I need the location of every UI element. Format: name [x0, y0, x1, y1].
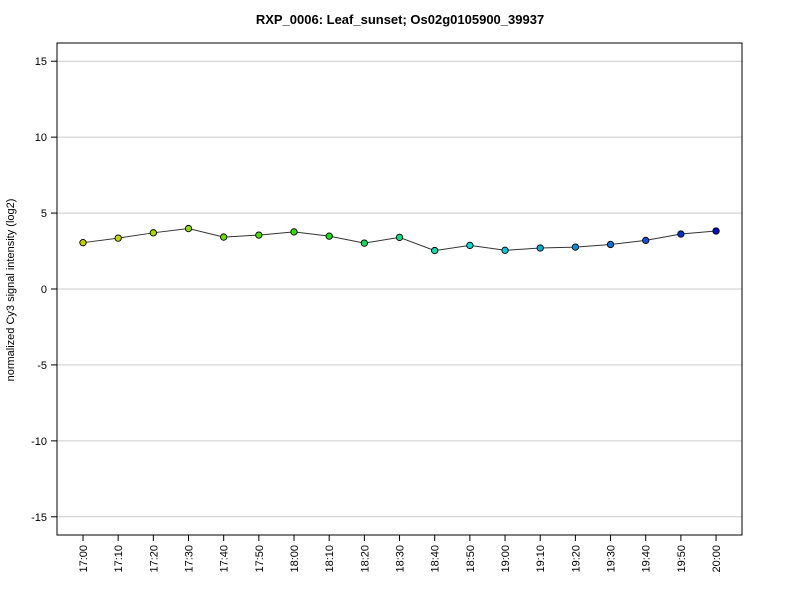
- data-point: [360, 239, 369, 247]
- y-tick-label: 0: [41, 284, 47, 296]
- x-tick-label: 17:10: [113, 545, 125, 573]
- x-tick-label: 19:00: [500, 545, 512, 573]
- x-tick-label: 19:50: [676, 545, 688, 573]
- y-tick-label: 15: [35, 56, 47, 68]
- data-point: [571, 243, 580, 251]
- data-point: [184, 224, 193, 233]
- x-tick-label: 17:20: [148, 545, 160, 573]
- data-point: [431, 246, 439, 255]
- series: [79, 224, 720, 255]
- data-point: [606, 240, 615, 249]
- y-tick-label: 10: [35, 132, 47, 144]
- x-tick-label: 17:30: [184, 545, 196, 573]
- data-point: [79, 239, 87, 247]
- x-tick-label: 20:00: [711, 545, 723, 573]
- data-point: [290, 228, 298, 236]
- data-point: [677, 230, 685, 238]
- data-point: [220, 233, 228, 241]
- data-point: [395, 233, 404, 242]
- x-tick-label: 18:30: [395, 545, 407, 573]
- y-tick-label: -5: [37, 360, 47, 372]
- x-tick-label: 18:40: [430, 545, 442, 573]
- x-tick-label: 18:10: [324, 545, 336, 573]
- data-point: [325, 232, 333, 240]
- data-point: [642, 236, 650, 245]
- x-tick-label: 19:30: [606, 545, 618, 573]
- y-tick-label: -10: [31, 436, 47, 448]
- y-tick-label: -15: [31, 512, 47, 524]
- chart-title: RXP_0006: Leaf_sunset; Os02g0105900_3993…: [255, 12, 545, 27]
- x-tick-label: 19:40: [641, 545, 653, 573]
- data-point: [114, 234, 122, 242]
- data-point: [712, 227, 720, 235]
- grid-lines: [57, 60, 742, 518]
- x-tick-label: 17:00: [78, 545, 90, 573]
- data-point: [501, 246, 509, 254]
- data-point: [466, 241, 474, 250]
- x-tick-label: 17:50: [254, 545, 266, 573]
- x-tick-label: 17:40: [219, 545, 231, 573]
- data-point: [536, 244, 544, 252]
- x-tick-label: 18:20: [359, 545, 371, 573]
- data-point: [255, 231, 263, 239]
- axes: -15 -10 -5 0 5 10 15 17:00 17:10 17:20 17:30 17:40 1…: [31, 56, 723, 572]
- x-tick-label: 19:10: [535, 545, 547, 573]
- x-tick-label: 18:00: [289, 545, 301, 573]
- x-tick-label: 18:50: [465, 545, 477, 573]
- x-tick-label: 19:20: [570, 545, 582, 573]
- y-tick-label: 5: [41, 208, 47, 220]
- data-point: [149, 229, 157, 237]
